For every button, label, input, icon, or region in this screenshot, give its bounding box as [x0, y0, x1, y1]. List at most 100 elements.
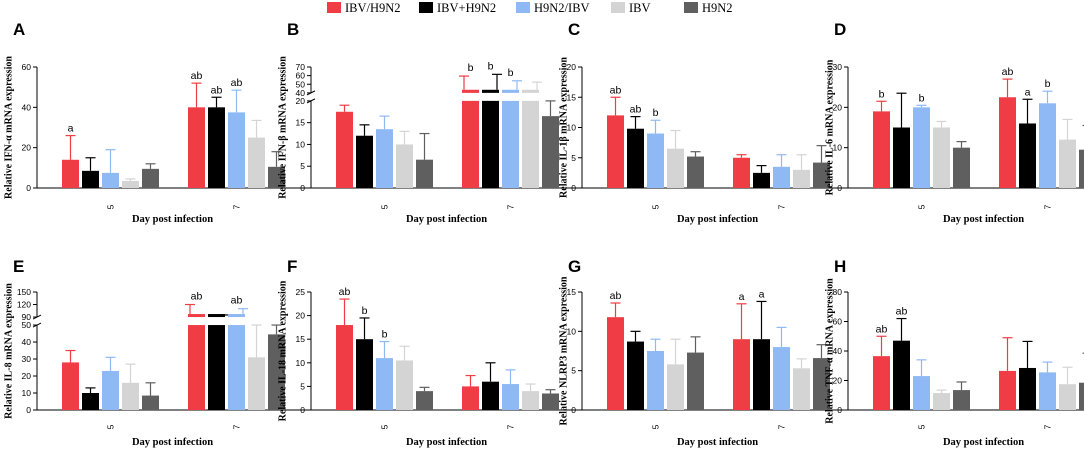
bar: [627, 342, 644, 410]
bar: [102, 371, 119, 410]
y-tick-label: 0: [571, 405, 576, 415]
bar: [188, 107, 205, 188]
y-axis-label: Relative IFN-α mRNA expression: [4, 56, 15, 199]
x-category-label: 7: [776, 424, 786, 429]
bar: [647, 351, 664, 410]
significance-label: ab: [876, 323, 888, 335]
significance-label: b: [1045, 78, 1051, 90]
bar: [208, 325, 225, 410]
legend-label-1: IBV+H9N2: [437, 1, 496, 15]
bar-upper: [482, 90, 499, 93]
bar: [999, 371, 1016, 410]
bar: [142, 396, 159, 410]
y-tick-upper-label: 150: [17, 287, 31, 297]
bar: [793, 170, 810, 188]
y-tick-label: 0: [571, 183, 576, 193]
bar: [376, 358, 393, 410]
significance-label: ab: [610, 290, 622, 302]
significance-label: ab: [191, 291, 203, 303]
bar: [753, 173, 770, 188]
bar: [62, 160, 79, 188]
significance-label: a: [68, 123, 74, 135]
legend-swatch-1: [419, 2, 433, 13]
bar: [953, 390, 970, 410]
bar: [1019, 123, 1036, 188]
bar: [462, 386, 479, 410]
legend-swatch-0: [327, 2, 341, 13]
legend-swatch-3: [611, 2, 625, 13]
bar: [396, 144, 413, 188]
significance-label: ab: [211, 84, 223, 96]
y-tick-label: 5: [300, 161, 305, 171]
y-tick-upper-label: 90: [22, 312, 32, 322]
bar-upper: [522, 90, 539, 93]
significance-label: b: [468, 62, 474, 74]
bar: [933, 393, 950, 410]
bar: [733, 158, 750, 188]
bar: [753, 339, 770, 410]
bar: [1019, 368, 1036, 410]
bar: [248, 138, 265, 188]
bar: [336, 112, 353, 188]
legend-label-4: H9N2: [702, 1, 733, 15]
bar: [1059, 140, 1076, 188]
bar: [999, 97, 1016, 188]
bar: [228, 325, 245, 410]
bar: [953, 148, 970, 188]
bar: [356, 339, 373, 410]
x-axis-label: Day post infection: [406, 437, 487, 448]
bar: [773, 347, 790, 410]
bar: [893, 341, 910, 410]
significance-label: ab: [339, 286, 351, 298]
bar: [376, 129, 393, 188]
x-category-label: 5: [379, 204, 389, 209]
y-tick-label: 5: [571, 153, 576, 163]
significance-label: b: [919, 92, 925, 104]
x-category-label: 5: [105, 424, 115, 429]
y-tick-upper-label: 50: [296, 79, 306, 89]
y-axis-label: Relative NLRP3 mRNA expression: [559, 276, 570, 425]
x-category-label: 5: [650, 204, 660, 209]
bar: [62, 362, 79, 410]
bar: [482, 382, 499, 410]
bar: [1059, 384, 1076, 410]
significance-label: a: [1025, 86, 1031, 98]
x-category-label: 7: [231, 424, 241, 429]
bar-upper: [188, 314, 205, 317]
x-axis-label: Day post infection: [677, 214, 758, 225]
x-category-label: 5: [916, 424, 926, 429]
bar: [1039, 372, 1056, 410]
legend-label-2: H9N2/IBV: [534, 1, 590, 15]
significance-label: ab: [630, 104, 642, 116]
bar: [1079, 150, 1084, 188]
bar: [773, 167, 790, 188]
x-axis-label: Day post infection: [943, 437, 1024, 448]
significance-label: b: [382, 329, 388, 341]
y-tick-label: 40: [22, 102, 32, 112]
y-tick-upper-label: 70: [296, 62, 306, 72]
y-tick-label: 0: [26, 183, 31, 193]
bar-upper: [502, 90, 519, 93]
y-axis-label: Relative TNF-α mRNA expression: [825, 278, 836, 424]
y-axis-label: Relative IL-1β mRNA expression: [559, 57, 570, 198]
y-tick-label: 60: [22, 62, 32, 72]
significance-label: ab: [231, 77, 243, 89]
panel-letter: F: [287, 257, 297, 276]
bar: [82, 171, 99, 188]
bar: [122, 383, 139, 410]
panel-letter: G: [568, 257, 581, 276]
significance-label: b: [508, 67, 514, 79]
bar: [356, 136, 373, 188]
y-tick-label: 15: [296, 118, 306, 128]
bar: [102, 173, 119, 188]
bar: [733, 339, 750, 410]
significance-label: ab: [896, 306, 908, 318]
x-category-label: 7: [776, 204, 786, 209]
y-tick-label: 20: [22, 371, 32, 381]
y-tick-upper-label: 120: [17, 300, 31, 310]
